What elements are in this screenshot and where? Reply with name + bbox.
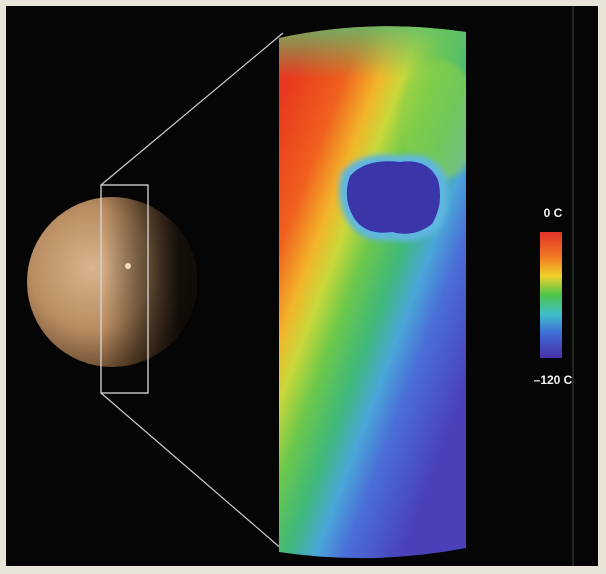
colorbar-top-label: 0 C — [544, 206, 563, 220]
zoom-line-top — [100, 32, 284, 186]
bright-spot — [125, 263, 131, 269]
selection-box — [100, 184, 149, 394]
crater-cold-spot — [346, 161, 440, 234]
thermal-strip — [279, 26, 466, 559]
zoom-line-bottom — [100, 392, 284, 551]
planet — [27, 197, 197, 367]
colorbar — [540, 232, 562, 358]
planet-terminator — [27, 197, 197, 367]
thermal-patch — [400, 60, 466, 180]
colorbar-bottom-label: –120 C — [534, 373, 573, 387]
